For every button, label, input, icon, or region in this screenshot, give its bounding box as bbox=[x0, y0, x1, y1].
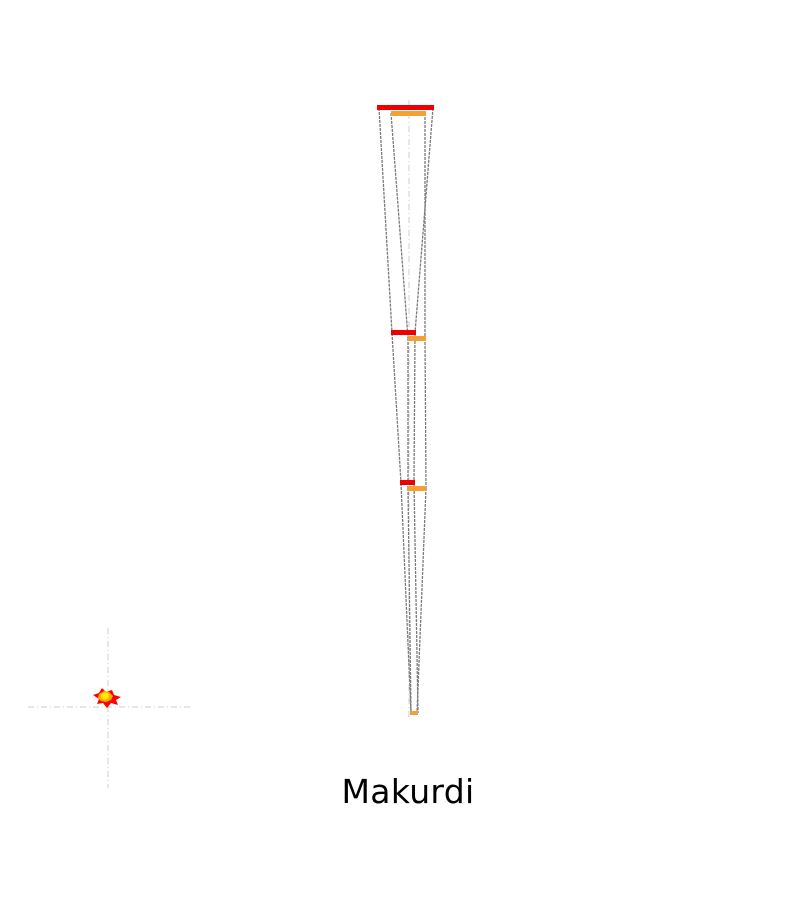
location-marker bbox=[28, 628, 190, 788]
series-b-bar-level-1 bbox=[391, 111, 426, 116]
series-b-bars bbox=[391, 111, 426, 715]
connector-line bbox=[400, 482, 412, 714]
connector-line bbox=[390, 112, 409, 339]
series-b-bar-level-2 bbox=[408, 336, 426, 341]
connector-line bbox=[414, 107, 434, 334]
connector-line bbox=[424, 337, 427, 489]
place-label: Makurdi bbox=[341, 772, 475, 811]
connector-line bbox=[378, 107, 393, 334]
series-b-bar-level-3 bbox=[408, 486, 426, 491]
marker-core bbox=[101, 692, 109, 700]
connector-lines bbox=[378, 107, 434, 714]
connector-line bbox=[416, 487, 427, 714]
connector-line bbox=[391, 332, 402, 484]
series-a-bars bbox=[377, 105, 434, 485]
series-a-bar-level-2 bbox=[391, 330, 416, 335]
series-a-bar-level-1 bbox=[377, 105, 434, 110]
series-a-bar-level-3 bbox=[400, 480, 415, 485]
connector-line bbox=[413, 482, 419, 714]
connector-line bbox=[407, 487, 412, 714]
series-b-bar-level-4 bbox=[410, 711, 418, 715]
connector-line bbox=[413, 332, 416, 484]
